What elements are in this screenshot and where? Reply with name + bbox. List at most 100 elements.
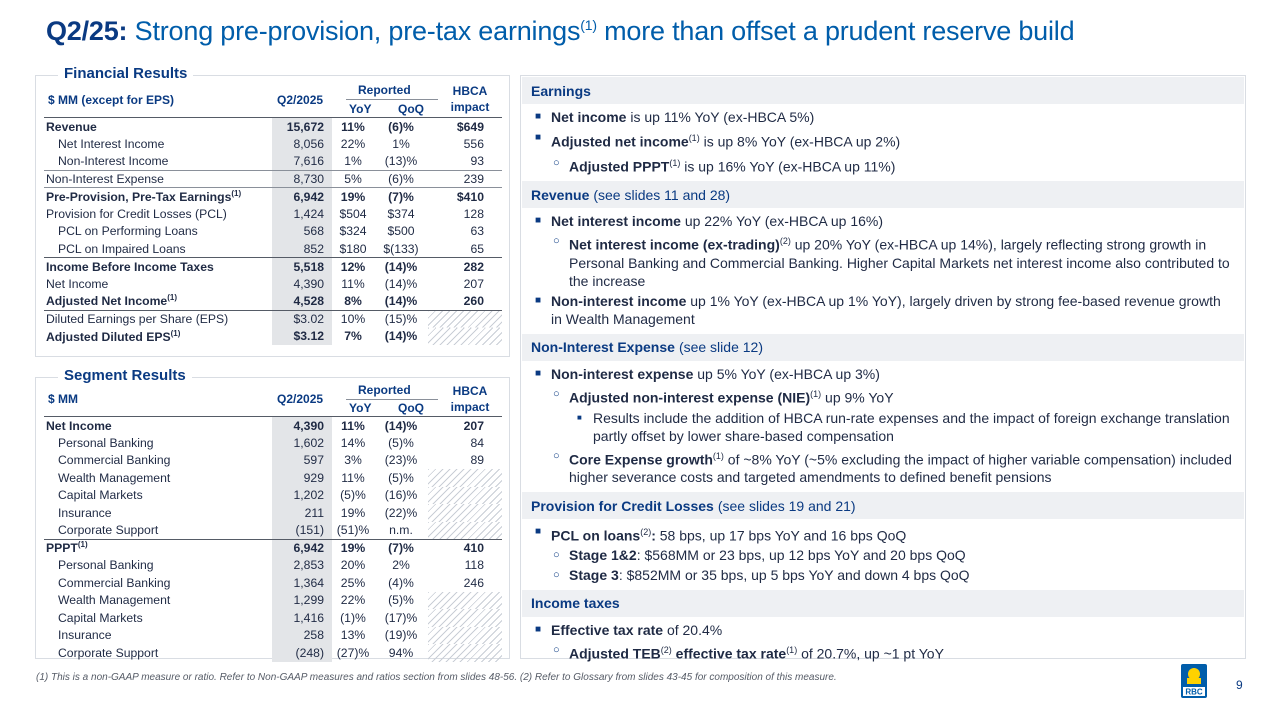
cell-yoy: 8% [344,294,362,308]
nie-section-header: Non-Interest Expense (see slide 12) [522,333,1244,361]
bullet-text: 58 bps, up 17 bps YoY and 16 bps QoQ [655,527,907,544]
nie-section-body: ■ Non-interest expense up 5% YoY (ex-HBCA… [522,361,1244,492]
cell-yoy: 22% [340,136,366,151]
cell-q2-2025: 8,056 [272,135,332,153]
fin-header-qoq: QoQ [398,102,424,116]
cell-yoy: 5% [332,169,374,188]
row-label: Net Interest Income [58,136,165,151]
tax-bullet-1: ■ Effective tax rate of 20.4% [532,621,1234,639]
table-row: Net Interest Income 8,056 22% 1% 556 [44,135,502,153]
fin-header-label: $ MM (except for EPS) [48,93,175,107]
bullet-text: is up 11% YoY (ex-HBCA 5%) [626,109,815,125]
cell-hbca-impact: 65 [470,241,484,256]
cell-qoq: $374 [387,206,415,221]
cell-q2-2025: 7,616 [272,152,332,170]
cell-hbca-impact [428,644,502,662]
tax-section-header: Income taxes [522,589,1244,617]
cell-qoq: (5)% [388,470,414,485]
nie-header-rest: (see slide 12) [678,339,763,356]
cell-qoq: (14)% [384,276,418,291]
pcl-bullet-2: ○ Stage 1&2: $568MM or 23 bps, up 12 bps … [532,546,1234,564]
nie-bullet-1: ■ Non-interest expense up 5% YoY (ex-HBCA… [532,365,1234,383]
bullet-text: is up 16% YoY (ex-HBCA up 11%) [680,158,896,175]
row-label: Insurance [58,628,112,643]
table-row: Capital Markets 1,202 (5)% (16)% [44,486,502,504]
square-bullet-icon: ■ [535,132,542,143]
square-bullet-icon: ■ [535,526,542,538]
table-row: Provision for Credit Losses (PCL) 1,424 $5… [44,205,502,223]
cell-hbca-impact: 410 [428,538,502,557]
bullet-text: Results include the addition of HBCA run… [593,409,1230,444]
bullet-bold: Stage 3 [569,566,619,583]
table-row: Adjusted Net Income(1) 4,528 8% (14)% 260 [44,292,502,310]
row-label: Income Before Income Taxes [44,257,272,275]
cell-q2-2025: 852 [272,240,332,258]
row-label: Personal Banking [58,558,154,573]
table-row: Income Before Income Taxes 5,518 12% (14)% 2… [44,257,502,275]
bullet-sup: (1) [669,157,681,168]
table-row: Commercial Banking 597 3% (23)% 89 [44,451,502,469]
nie-bullet-2: ○ Adjusted non-interest expense (NIE)(1) … [532,385,1234,407]
cell-hbca-impact: 282 [428,257,502,275]
earnings-bullet-1: ■ Net income is up 11% YoY (ex-HBCA 5%) [532,108,1234,126]
cell-q2-2025: (151) [272,521,332,539]
row-label: PPPT(1) [44,538,272,557]
pcl-bullet-1: ■ PCL on loans(2): 58 bps, up 17 bps YoY … [532,523,1234,545]
cell-yoy: 11% [341,470,365,485]
cell-qoq: (7)% [374,538,428,557]
cell-q2-2025: 1,202 [272,486,332,504]
cell-qoq: (19)% [384,628,418,643]
cell-qoq: (14)% [374,416,428,434]
table-row: Non-Interest Expense 8,730 5% (6)% 239 [44,169,502,188]
row-label: Capital Markets [58,610,143,625]
seg-header-qoq: QoQ [398,401,424,415]
cell-hbca-impact [428,626,502,644]
fin-header-reported: Reported [358,83,411,97]
commentary-panel: Earnings ■ Net income is up 11% YoY (ex-H… [520,75,1246,662]
cell-yoy: 12% [332,257,374,275]
row-label: Personal Banking [58,435,154,450]
nie-bullet-4: ○ Core Expense growth(1) of ~8% YoY (~5% … [532,447,1234,487]
financial-results-table: Revenue 15,672 11% (6)% $649 Net Interest Inc… [44,117,502,345]
bullet-text: up 22% YoY (ex-HBCA up 16%) [680,213,884,230]
tax-section-body: ■ Effective tax rate of 20.4% ○ Adjusted T… [522,617,1244,669]
segment-results-table: Net Income 4,390 11% (14)% 207 Personal Banki… [44,416,502,662]
row-label: Pre-Provision, Pre-Tax Earnings(1) [44,187,272,205]
cell-yoy: $504 [339,206,367,221]
bullet-bold: Net income [551,109,627,125]
bullet-text: is up 8% YoY (ex-HBCA up 2%) [699,133,901,150]
bullet-text: up 20% YoY (ex-HBCA up 14%), largely ref… [569,236,1230,289]
bullet-sup: (1) [810,388,822,399]
cell-yoy: (1)% [340,610,366,625]
bullet-text: up 1% YoY (ex-HBCA up 1% YoY), largely d… [551,292,1221,327]
bullet-sup: (2) [779,236,791,247]
row-label: PCL on Performing Loans [58,224,198,239]
title-sup: (1) [580,17,597,33]
row-label-sup: (1) [167,293,177,303]
fin-header-yoy: YoY [349,102,372,116]
bullet-text: up 5% YoY (ex-HBCA up 3%) [693,365,880,382]
revenue-header-bold: Revenue [531,186,590,203]
bullet-bold: : [651,527,656,544]
bullet-text: : $852MM or 35 bps, up 5 bps YoY and dow… [618,566,970,583]
cell-hbca-impact: $649 [428,117,502,135]
cell-hbca-impact [428,504,502,522]
cell-yoy: 19% [332,187,374,205]
title-main: Strong pre-provision, pre-tax earnings [134,16,581,46]
cell-q2-2025: 1,416 [272,609,332,627]
small-square-bullet-icon: ■ [577,412,582,422]
square-bullet-icon: ■ [535,215,542,227]
cell-yoy: 13% [340,628,366,643]
cell-qoq: (22)% [384,505,418,520]
row-label: Net Income [46,276,109,291]
table-row: Pre-Provision, Pre-Tax Earnings(1) 6,942 1… [44,187,502,205]
cell-hbca-impact [428,521,502,539]
row-label: Non-Interest Income [58,154,169,168]
row-label: Insurance [58,505,112,520]
earnings-bullet-2: ■ Adjusted net income(1) is up 8% YoY (ex… [532,129,1234,151]
cell-yoy: $324 [339,224,367,239]
table-row: Insurance 211 19% (22)% [44,504,502,522]
cell-q2-2025: 4,390 [272,416,332,434]
cell-yoy: 11% [332,117,374,135]
cell-yoy: 7% [344,329,362,344]
